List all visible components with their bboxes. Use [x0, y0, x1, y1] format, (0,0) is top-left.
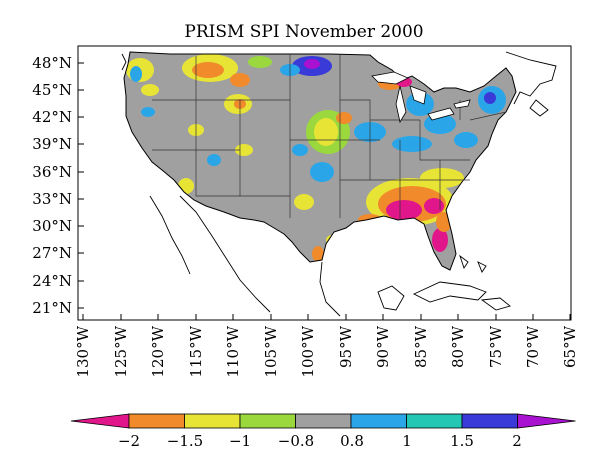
colorbar-label: −0.8 [278, 432, 314, 450]
lon-tick-label: 130°W [74, 325, 92, 377]
colorbar-label: 1.5 [450, 432, 474, 450]
colorbar-bin [461, 413, 518, 429]
lon-tick-label: 100°W [299, 325, 317, 377]
colorbar-arrow-high [517, 413, 576, 429]
lon-tick-label: 110°W [224, 325, 242, 377]
state-borders [152, 54, 507, 220]
spi-colorbar [70, 413, 576, 429]
lon-tick-label: 70°W [524, 325, 542, 368]
latitude-axis: 48°N 45°N 42°N 39°N 36°N 33°N 30°N 27°N … [32, 54, 84, 317]
great-lakes [371, 71, 471, 124]
lon-tick-label: 105°W [262, 325, 280, 377]
lat-tick-label: 36°N [32, 163, 72, 181]
lon-tick-label: 90°W [374, 325, 392, 368]
coastline-fragments [121, 51, 557, 317]
lon-tick-label: 85°W [412, 325, 430, 368]
spi-anomaly-layer [126, 54, 506, 262]
colorbar-label: −1 [229, 432, 251, 450]
lon-tick-label: 75°W [487, 325, 505, 368]
lat-tick-label: 30°N [32, 217, 72, 235]
lat-tick-label: 42°N [32, 108, 72, 126]
colorbar-bin [128, 413, 185, 429]
lat-tick-label: 21°N [32, 299, 72, 317]
colorbar-arrow-low [70, 413, 130, 429]
lon-tick-label: 65°W [561, 325, 579, 368]
colorbar-bin [350, 413, 407, 429]
colorbar-labels: −2 −1.5 −1 −0.8 0.8 1 1.5 2 [118, 432, 522, 450]
lon-tick-label: 125°W [112, 325, 130, 377]
lon-tick-label: 120°W [149, 325, 167, 377]
longitude-axis: 130°W 125°W 120°W 115°W 110°W 105°W 100°… [74, 314, 579, 378]
colorbar-label: 1 [402, 432, 412, 450]
lon-tick-label: 95°W [337, 325, 355, 368]
map-title: PRISM SPI November 2000 [184, 22, 423, 42]
lat-tick-label: 45°N [32, 81, 72, 99]
lat-tick-label: 27°N [32, 244, 72, 262]
colorbar-label: −2 [118, 432, 140, 450]
colorbar-bin [184, 413, 241, 429]
lon-tick-label: 80°W [449, 325, 467, 368]
lat-tick-label: 39°N [32, 135, 72, 153]
lat-tick-label: 33°N [32, 190, 72, 208]
colorbar-label: 0.8 [340, 432, 364, 450]
colorbar-bin [239, 413, 296, 429]
lat-tick-label: 24°N [32, 272, 72, 290]
lat-tick-label: 48°N [32, 54, 72, 72]
lon-tick-label: 115°W [187, 325, 205, 377]
colorbar-label: 2 [512, 432, 522, 450]
colorbar-label: −1.5 [167, 432, 203, 450]
colorbar-bin [295, 413, 352, 429]
colorbar-bin [406, 413, 463, 429]
